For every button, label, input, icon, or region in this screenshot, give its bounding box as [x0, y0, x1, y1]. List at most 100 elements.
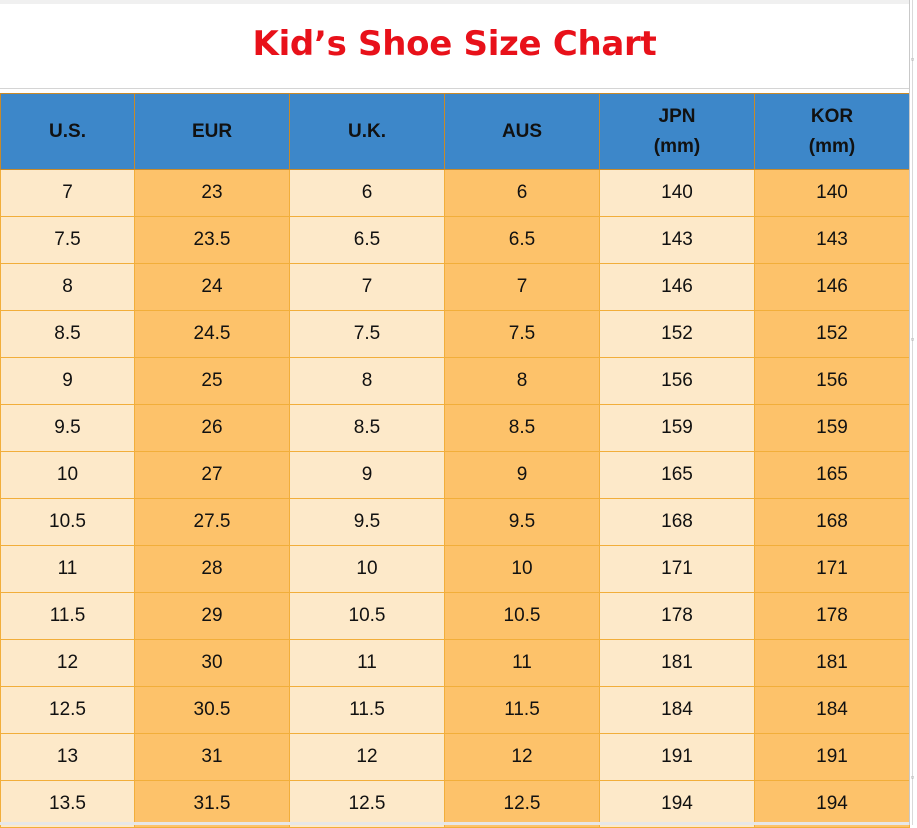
header-aus: AUS: [444, 93, 600, 170]
header-label: EUR: [191, 120, 233, 142]
cell-aus[interactable]: 7: [444, 263, 600, 311]
table-row: 10 27 9 9 165 165: [0, 451, 910, 499]
cell-eur[interactable]: 24.5: [134, 310, 290, 358]
cell-uk[interactable]: 8: [289, 357, 445, 405]
cell-us[interactable]: 13: [0, 733, 135, 781]
header-label: AUS: [501, 120, 543, 142]
cell-jpn[interactable]: 191: [599, 733, 755, 781]
cell-jpn[interactable]: 146: [599, 263, 755, 311]
cell-us[interactable]: 10.5: [0, 498, 135, 546]
cell-kor[interactable]: 181: [754, 639, 910, 687]
cell-kor[interactable]: 165: [754, 451, 910, 499]
cell-us[interactable]: 7.5: [0, 216, 135, 264]
cell-eur[interactable]: 30.5: [134, 686, 290, 734]
cell-uk[interactable]: 10.5: [289, 592, 445, 640]
cell-jpn[interactable]: 140: [599, 169, 755, 217]
cell-us[interactable]: 9.5: [0, 404, 135, 452]
cell-eur[interactable]: 29: [134, 592, 290, 640]
cell-uk[interactable]: 10: [289, 545, 445, 593]
cell-eur[interactable]: 26: [134, 404, 290, 452]
cell-resize-marker[interactable]: ▫: [910, 54, 915, 64]
cell-us[interactable]: 12.5: [0, 686, 135, 734]
cell-us[interactable]: 10: [0, 451, 135, 499]
table-row: 11 28 10 10 171 171: [0, 545, 910, 593]
cell-aus[interactable]: 6.5: [444, 216, 600, 264]
cell-uk[interactable]: 7: [289, 263, 445, 311]
cell-kor[interactable]: 156: [754, 357, 910, 405]
cell-eur[interactable]: 27: [134, 451, 290, 499]
spreadsheet-area: Kid’s Shoe Size Chart U.S. EUR U.K. AUS …: [0, 4, 910, 828]
cell-uk[interactable]: 12.5: [289, 780, 445, 828]
cell-us[interactable]: 11: [0, 545, 135, 593]
cell-kor[interactable]: 178: [754, 592, 910, 640]
cell-jpn[interactable]: 165: [599, 451, 755, 499]
cell-eur[interactable]: 23: [134, 169, 290, 217]
cell-us[interactable]: 12: [0, 639, 135, 687]
cell-jpn[interactable]: 184: [599, 686, 755, 734]
cell-aus[interactable]: 8.5: [444, 404, 600, 452]
cell-uk[interactable]: 7.5: [289, 310, 445, 358]
sheet-right-border: [909, 0, 910, 825]
cell-eur[interactable]: 28: [134, 545, 290, 593]
cell-eur[interactable]: 31: [134, 733, 290, 781]
cell-us[interactable]: 8: [0, 263, 135, 311]
cell-aus[interactable]: 7.5: [444, 310, 600, 358]
cell-uk[interactable]: 12: [289, 733, 445, 781]
cell-us[interactable]: 9: [0, 357, 135, 405]
cell-kor[interactable]: 152: [754, 310, 910, 358]
cell-aus[interactable]: 10: [444, 545, 600, 593]
cell-aus[interactable]: 9.5: [444, 498, 600, 546]
cell-kor[interactable]: 143: [754, 216, 910, 264]
cell-aus[interactable]: 12: [444, 733, 600, 781]
cell-jpn[interactable]: 178: [599, 592, 755, 640]
cell-resize-marker[interactable]: ▫: [910, 334, 915, 344]
cell-aus[interactable]: 8: [444, 357, 600, 405]
cell-us[interactable]: 11.5: [0, 592, 135, 640]
cell-jpn[interactable]: 156: [599, 357, 755, 405]
cell-jpn[interactable]: 143: [599, 216, 755, 264]
cell-aus[interactable]: 9: [444, 451, 600, 499]
cell-kor[interactable]: 191: [754, 733, 910, 781]
cell-aus[interactable]: 10.5: [444, 592, 600, 640]
header-unit: (mm): [808, 135, 856, 157]
cell-jpn[interactable]: 194: [599, 780, 755, 828]
cell-uk[interactable]: 6: [289, 169, 445, 217]
cell-eur[interactable]: 31.5: [134, 780, 290, 828]
cell-jpn[interactable]: 181: [599, 639, 755, 687]
cell-jpn[interactable]: 171: [599, 545, 755, 593]
cell-resize-marker[interactable]: ▫: [910, 772, 915, 782]
cell-kor[interactable]: 168: [754, 498, 910, 546]
cell-kor[interactable]: 184: [754, 686, 910, 734]
cell-eur[interactable]: 25: [134, 357, 290, 405]
cell-us[interactable]: 8.5: [0, 310, 135, 358]
cell-jpn[interactable]: 168: [599, 498, 755, 546]
cell-kor[interactable]: 159: [754, 404, 910, 452]
cell-kor[interactable]: 171: [754, 545, 910, 593]
cell-jpn[interactable]: 159: [599, 404, 755, 452]
cell-kor[interactable]: 194: [754, 780, 910, 828]
table-body: 7 23 6 6 140 140 7.5 23.5 6.5 6.5 143 143 8 24 7 7 146 14…: [0, 169, 910, 828]
cell-us[interactable]: 7: [0, 169, 135, 217]
cell-us[interactable]: 13.5: [0, 780, 135, 828]
cell-aus[interactable]: 11: [444, 639, 600, 687]
cell-uk[interactable]: 8.5: [289, 404, 445, 452]
cell-eur[interactable]: 30: [134, 639, 290, 687]
table-row: 9 25 8 8 156 156: [0, 357, 910, 405]
cell-eur[interactable]: 24: [134, 263, 290, 311]
cell-uk[interactable]: 9: [289, 451, 445, 499]
cell-uk[interactable]: 11.5: [289, 686, 445, 734]
cell-aus[interactable]: 6: [444, 169, 600, 217]
cell-eur[interactable]: 27.5: [134, 498, 290, 546]
cell-jpn[interactable]: 152: [599, 310, 755, 358]
cell-kor[interactable]: 146: [754, 263, 910, 311]
cell-uk[interactable]: 9.5: [289, 498, 445, 546]
scrollbar-edge: [912, 0, 913, 825]
header-uk: U.K.: [289, 93, 445, 170]
cell-uk[interactable]: 11: [289, 639, 445, 687]
cell-uk[interactable]: 6.5: [289, 216, 445, 264]
cell-aus[interactable]: 11.5: [444, 686, 600, 734]
cell-aus[interactable]: 12.5: [444, 780, 600, 828]
cell-eur[interactable]: 23.5: [134, 216, 290, 264]
header-eur: EUR: [134, 93, 290, 170]
cell-kor[interactable]: 140: [754, 169, 910, 217]
